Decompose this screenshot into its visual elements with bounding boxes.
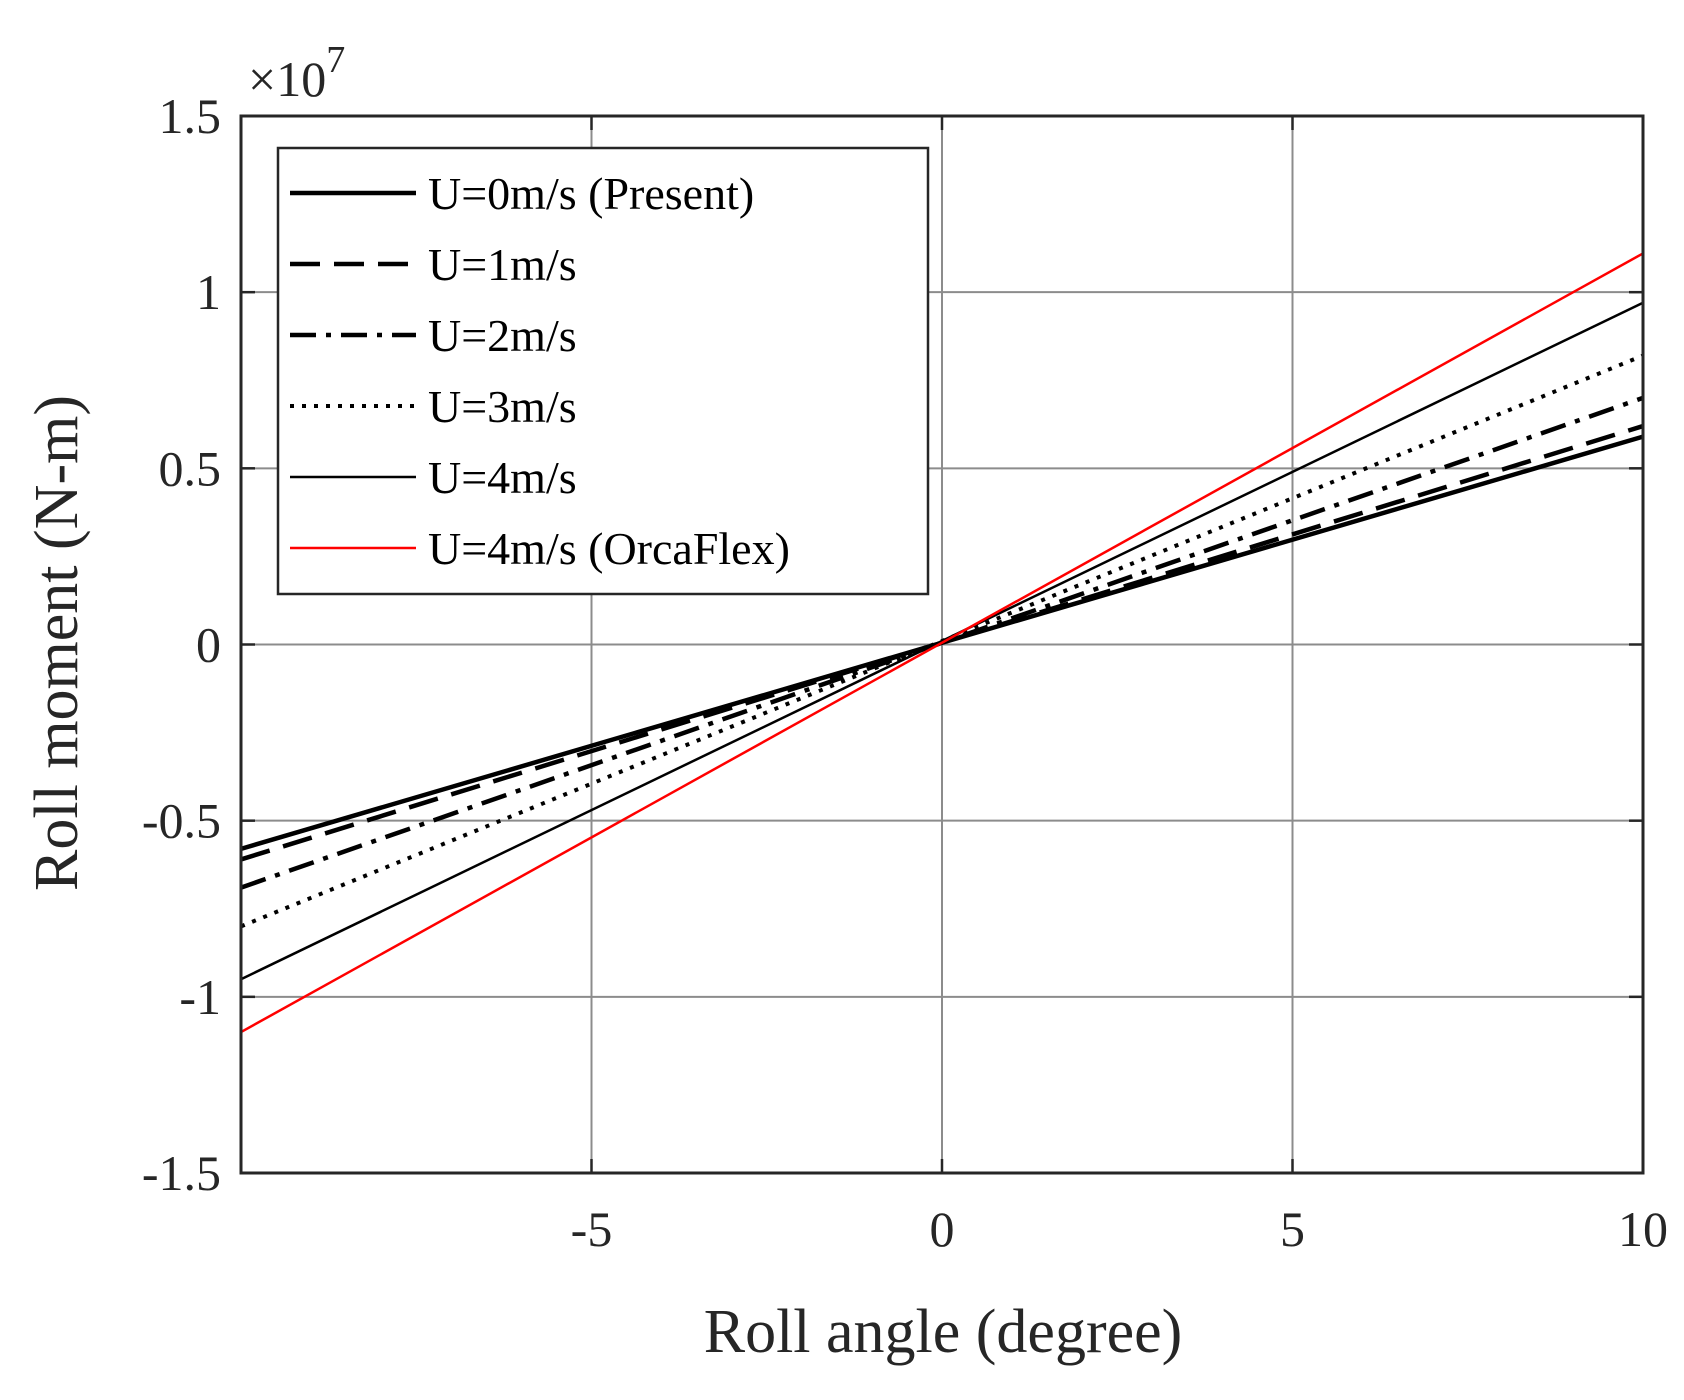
y-axis-label: Roll moment (N-m) — [23, 395, 91, 891]
y-tick-label: -0.5 — [142, 793, 221, 849]
y-tick-label: -1.5 — [142, 1145, 221, 1201]
legend-item: U=1m/s — [290, 239, 577, 290]
y-tick-label: -1 — [179, 969, 221, 1025]
y-multiplier-base: ×10 — [248, 51, 326, 107]
legend-item: U=4m/s — [290, 452, 577, 503]
series-line-3 — [240, 395, 1644, 890]
legend-item: U=3m/s — [290, 381, 577, 432]
y-tick-label: 1.5 — [159, 88, 222, 144]
legend-item: U=2m/s — [290, 310, 577, 361]
y-tick-label: 0 — [196, 617, 221, 673]
x-tick-label: 5 — [1280, 1201, 1305, 1257]
legend-label: U=2m/s — [428, 310, 577, 361]
legend-label: U=1m/s — [428, 239, 577, 290]
x-axis-tick-labels: -5 0 5 10 — [571, 1201, 1668, 1257]
x-tick-label: 10 — [1618, 1201, 1668, 1257]
legend-item: U=4m/s (OrcaFlex) — [290, 523, 790, 574]
y-axis-multiplier: ×107 — [248, 39, 345, 107]
series-line-6 — [240, 252, 1644, 1034]
y-tick-label: 0.5 — [159, 440, 222, 496]
legend-label: U=4m/s — [428, 452, 577, 503]
axis-ticks — [241, 114, 1645, 1175]
x-tick-label: -5 — [571, 1201, 613, 1257]
y-multiplier-exponent: 7 — [326, 39, 345, 81]
legend-label: U=4m/s (OrcaFlex) — [428, 523, 790, 574]
legend: U=0m/s (Present) U=1m/s U=2m/s U=3m/s U=4m/s… — [276, 146, 930, 596]
series-lines — [240, 252, 1644, 1034]
series-line-5 — [240, 301, 1644, 981]
legend-item: U=0m/s (Present) — [290, 168, 754, 219]
y-axis-tick-labels: -1.5 -1 -0.5 0 0.5 1 1.5 — [142, 88, 221, 1201]
y-tick-label: 1 — [196, 264, 221, 320]
legend-label: U=0m/s (Present) — [428, 168, 754, 219]
x-axis-label: Roll angle (degree) — [704, 1298, 1183, 1366]
x-tick-label: 0 — [930, 1201, 955, 1257]
legend-label: U=3m/s — [428, 381, 577, 432]
legend-box — [276, 146, 930, 596]
